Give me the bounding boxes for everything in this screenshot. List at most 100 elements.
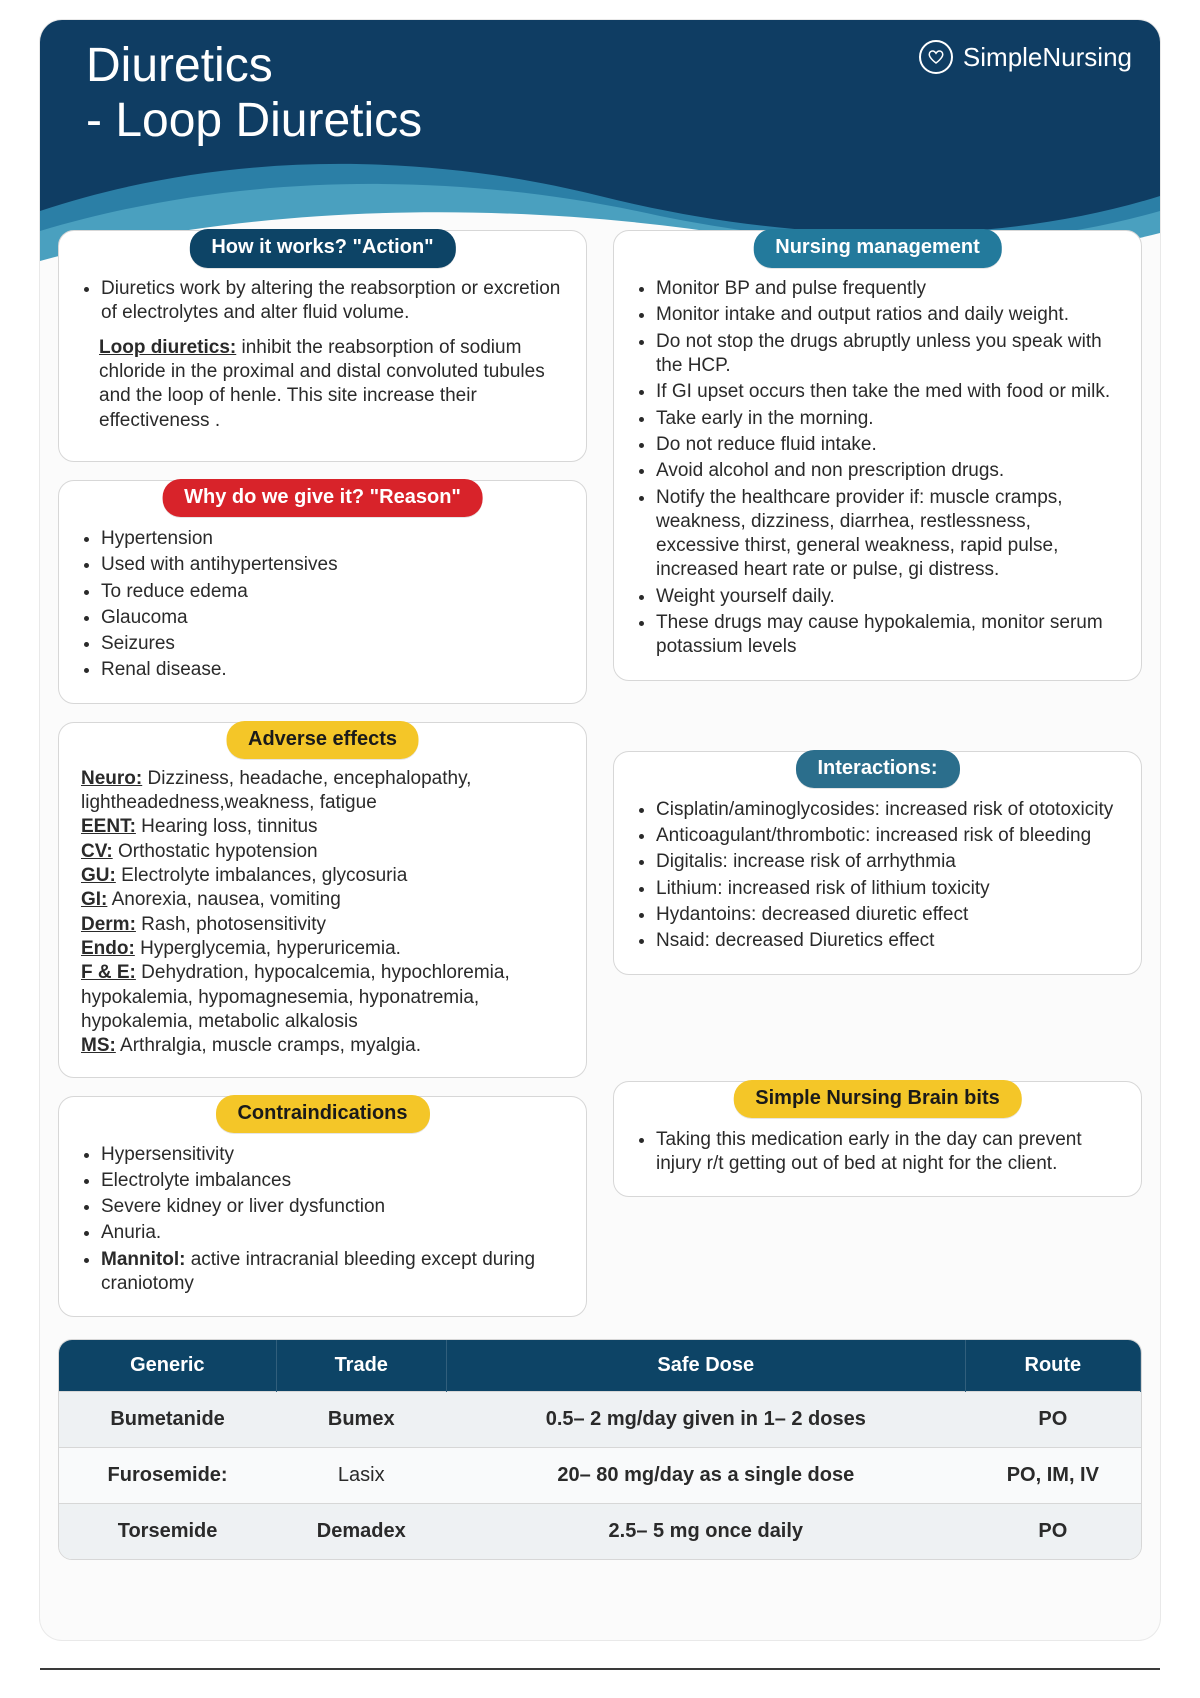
cell-generic: Furosemide: xyxy=(59,1448,276,1504)
card-contra: Contraindications Hypersensitivity Elect… xyxy=(58,1096,587,1318)
list-item: Glaucoma xyxy=(101,606,564,630)
cell-dose: 2.5– 5 mg once daily xyxy=(446,1504,965,1560)
cell-route: PO, IM, IV xyxy=(965,1448,1140,1504)
action-intro: Diuretics work by altering the reabsorpt… xyxy=(101,277,564,326)
cell-dose: 20– 80 mg/day as a single dose xyxy=(446,1448,965,1504)
adverse-text: Hyperglycemia, hyperuricemia. xyxy=(135,938,401,959)
list-item: Avoid alcohol and non prescription drugs… xyxy=(656,459,1119,483)
list-item: Used with antihypertensives xyxy=(101,553,564,577)
list-item: Weight yourself daily. xyxy=(656,585,1119,609)
cell-dose: 0.5– 2 mg/day given in 1– 2 doses xyxy=(446,1392,965,1448)
pill-adverse: Adverse effects xyxy=(226,721,419,760)
cell-trade: Lasix xyxy=(276,1448,446,1504)
adverse-label: F & E: xyxy=(81,962,136,983)
columns: How it works? "Action" Diuretics work by… xyxy=(58,230,1142,1317)
mannitol-label: Mannitol: xyxy=(101,1249,185,1270)
list-item: Monitor BP and pulse frequently xyxy=(656,277,1119,301)
adverse-label: Derm: xyxy=(81,914,136,935)
adverse-body: Neuro: Dizziness, headache, encephalopat… xyxy=(81,767,564,1059)
list-item: Mannitol: active intracranial bleeding e… xyxy=(101,1248,564,1297)
pill-action: How it works? "Action" xyxy=(189,229,455,268)
header: Diuretics - Loop Diuretics SimpleNursing xyxy=(40,20,1160,260)
adverse-text: Electrolyte imbalances, glycosuria xyxy=(116,865,407,886)
col-route: Route xyxy=(965,1340,1140,1392)
adverse-label: CV: xyxy=(81,841,113,862)
table-row: Bumetanide Bumex 0.5– 2 mg/day given in … xyxy=(59,1392,1141,1448)
spacer xyxy=(613,993,1142,1063)
card-action: How it works? "Action" Diuretics work by… xyxy=(58,230,587,462)
heart-icon xyxy=(919,40,953,74)
list-item: Taking this medication early in the day … xyxy=(656,1128,1119,1177)
card-nursing: Nursing management Monitor BP and pulse … xyxy=(613,230,1142,681)
card-brainbits: Simple Nursing Brain bits Taking this me… xyxy=(613,1081,1142,1198)
nursing-list: Monitor BP and pulse frequently Monitor … xyxy=(636,277,1119,660)
list-item: Hypertension xyxy=(101,527,564,551)
page-title: Diuretics - Loop Diuretics xyxy=(86,38,422,148)
list-item: Monitor intake and output ratios and dai… xyxy=(656,303,1119,327)
list-item: Electrolyte imbalances xyxy=(101,1169,564,1193)
brainbits-list: Taking this medication early in the day … xyxy=(636,1128,1119,1177)
adverse-label: Endo: xyxy=(81,938,135,959)
cell-route: PO xyxy=(965,1392,1140,1448)
card-reason: Why do we give it? "Reason" Hypertension… xyxy=(58,480,587,704)
drug-table: Generic Trade Safe Dose Route Bumetanide… xyxy=(58,1339,1142,1560)
pill-contra: Contraindications xyxy=(215,1095,429,1134)
list-item: Anuria. xyxy=(101,1221,564,1245)
pill-reason: Why do we give it? "Reason" xyxy=(162,479,483,518)
pill-interactions: Interactions: xyxy=(795,750,959,789)
adverse-label: EENT: xyxy=(81,816,136,837)
adverse-label: GI: xyxy=(81,889,107,910)
list-item: Do not reduce fluid intake. xyxy=(656,433,1119,457)
interactions-list: Cisplatin/aminoglycosides: increased ris… xyxy=(636,798,1119,954)
col-dose: Safe Dose xyxy=(446,1340,965,1392)
adverse-text: Orthostatic hypotension xyxy=(113,841,318,862)
brand-label: SimpleNursing xyxy=(963,42,1132,73)
list-item: Anticoagulant/thrombotic: increased risk… xyxy=(656,824,1119,848)
card-interactions: Interactions: Cisplatin/aminoglycosides:… xyxy=(613,751,1142,975)
brand: SimpleNursing xyxy=(919,40,1132,74)
content: How it works? "Action" Diuretics work by… xyxy=(58,230,1142,1620)
adverse-text: Arthralgia, muscle cramps, myalgia. xyxy=(116,1035,421,1056)
adverse-label: GU: xyxy=(81,865,116,886)
pill-brainbits: Simple Nursing Brain bits xyxy=(733,1080,1021,1119)
cell-generic: Bumetanide xyxy=(59,1392,276,1448)
title-line2: - Loop Diuretics xyxy=(86,94,422,147)
adverse-text: Rash, photosensitivity xyxy=(136,914,326,935)
adverse-label: MS: xyxy=(81,1035,116,1056)
col-trade: Trade xyxy=(276,1340,446,1392)
table-row: Torsemide Demadex 2.5– 5 mg once daily P… xyxy=(59,1504,1141,1560)
right-column: Nursing management Monitor BP and pulse … xyxy=(613,230,1142,1317)
adverse-label: Neuro: xyxy=(81,768,142,789)
footer-rule xyxy=(40,1668,1160,1670)
adverse-text: Dehydration, hypocalcemia, hypochloremia… xyxy=(81,962,510,1032)
col-generic: Generic xyxy=(59,1340,276,1392)
list-item: Hypersensitivity xyxy=(101,1143,564,1167)
table-row: Furosemide: Lasix 20– 80 mg/day as a sin… xyxy=(59,1448,1141,1504)
list-item: Take early in the morning. xyxy=(656,407,1119,431)
cell-trade: Demadex xyxy=(276,1504,446,1560)
list-item: Cisplatin/aminoglycosides: increased ris… xyxy=(656,798,1119,822)
pill-nursing: Nursing management xyxy=(753,229,1001,268)
cell-generic: Torsemide xyxy=(59,1504,276,1560)
list-item: Lithium: increased risk of lithium toxic… xyxy=(656,877,1119,901)
cell-route: PO xyxy=(965,1504,1140,1560)
reason-list: Hypertension Used with antihypertensives… xyxy=(81,527,564,683)
left-column: How it works? "Action" Diuretics work by… xyxy=(58,230,587,1317)
adverse-text: Anorexia, nausea, vomiting xyxy=(107,889,340,910)
list-item: If GI upset occurs then take the med wit… xyxy=(656,380,1119,404)
table-header-row: Generic Trade Safe Dose Route xyxy=(59,1340,1141,1392)
list-item: Renal disease. xyxy=(101,658,564,682)
contra-list: Hypersensitivity Electrolyte imbalances … xyxy=(81,1143,564,1297)
list-item: Seizures xyxy=(101,632,564,656)
list-item: Digitalis: increase risk of arrhythmia xyxy=(656,850,1119,874)
title-line1: Diuretics xyxy=(86,39,273,92)
adverse-text: Hearing loss, tinnitus xyxy=(136,816,318,837)
page-card: Diuretics - Loop Diuretics SimpleNursing… xyxy=(40,20,1160,1640)
list-item: To reduce edema xyxy=(101,580,564,604)
cell-trade: Bumex xyxy=(276,1392,446,1448)
list-item: Nsaid: decreased Diuretics effect xyxy=(656,929,1119,953)
list-item: Do not stop the drugs abruptly unless yo… xyxy=(656,330,1119,379)
list-item: Hydantoins: decreased diuretic effect xyxy=(656,903,1119,927)
loop-label: Loop diuretics: xyxy=(99,337,236,358)
list-item: Notify the healthcare provider if: muscl… xyxy=(656,486,1119,583)
